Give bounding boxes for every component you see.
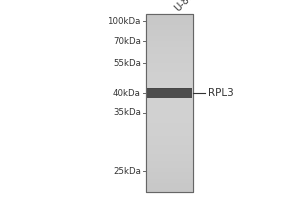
Text: RPL3: RPL3 (208, 88, 233, 98)
Text: U-87MG: U-87MG (172, 0, 207, 13)
Bar (147, 88, 192, 98)
Bar (146, 14, 193, 192)
Text: 70kDa: 70kDa (113, 36, 141, 46)
Bar (146, 14, 193, 192)
Text: 40kDa: 40kDa (113, 88, 141, 98)
Text: 100kDa: 100kDa (107, 17, 141, 25)
Text: 55kDa: 55kDa (113, 58, 141, 68)
Text: 25kDa: 25kDa (113, 166, 141, 176)
Text: 35kDa: 35kDa (113, 108, 141, 117)
